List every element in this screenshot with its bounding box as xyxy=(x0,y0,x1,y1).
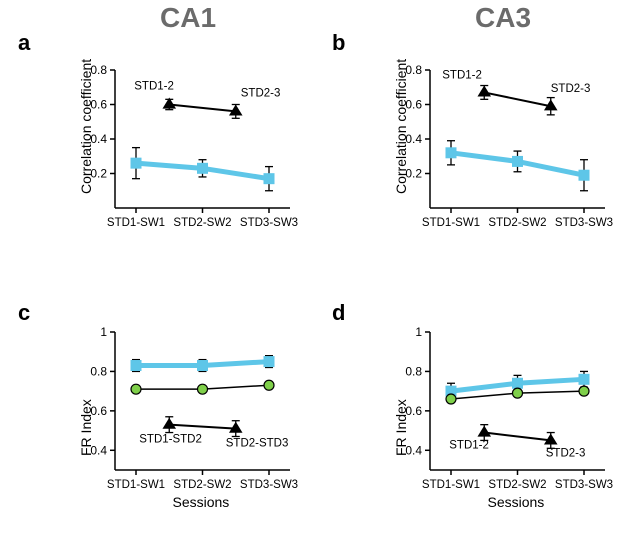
svg-text:STD1-2: STD1-2 xyxy=(134,81,174,93)
xlabel-d: Sessions xyxy=(488,494,545,510)
panel-d: 0.40.60.81STD1-SW1STD2-SW2STD3-SW3STD1-2… xyxy=(385,322,615,512)
svg-text:STD2-3: STD2-3 xyxy=(241,87,281,99)
panel-letter-d: d xyxy=(332,300,345,326)
svg-text:STD1-SW1: STD1-SW1 xyxy=(422,217,480,229)
panel-letter-b: b xyxy=(332,30,345,56)
svg-text:STD3-SW3: STD3-SW3 xyxy=(240,217,298,229)
svg-text:0.8: 0.8 xyxy=(90,364,107,378)
svg-text:STD1-SW1: STD1-SW1 xyxy=(422,479,480,491)
svg-text:STD3-SW3: STD3-SW3 xyxy=(240,479,298,491)
svg-text:STD2-STD3: STD2-STD3 xyxy=(226,438,289,450)
panel-c: 0.40.60.81STD1-SW1STD2-SW2STD3-SW3STD1-S… xyxy=(70,322,300,512)
svg-text:STD1-2: STD1-2 xyxy=(449,440,489,452)
xlabel-c: Sessions xyxy=(173,494,230,510)
svg-text:1: 1 xyxy=(415,325,422,339)
column-title-0: CA1 xyxy=(160,2,216,34)
ylabel-d: FR Index xyxy=(393,399,409,456)
svg-text:STD1-2: STD1-2 xyxy=(442,69,482,81)
panel-a: 0.20.40.60.8STD1-SW1STD2-SW2STD3-SW3STD1… xyxy=(70,60,300,250)
svg-text:1: 1 xyxy=(100,325,107,339)
svg-text:STD1-STD2: STD1-STD2 xyxy=(139,434,202,446)
svg-text:STD2-3: STD2-3 xyxy=(551,83,591,95)
panel-letter-c: c xyxy=(18,300,30,326)
ylabel-b: Correlation coefficient xyxy=(393,59,409,194)
panel-b: 0.20.40.60.8STD1-SW1STD2-SW2STD3-SW3STD1… xyxy=(385,60,615,250)
svg-text:STD2-3: STD2-3 xyxy=(546,447,586,459)
svg-text:STD1-SW1: STD1-SW1 xyxy=(107,479,165,491)
svg-text:0.8: 0.8 xyxy=(405,364,422,378)
svg-text:STD3-SW3: STD3-SW3 xyxy=(555,217,613,229)
svg-text:STD2-SW2: STD2-SW2 xyxy=(488,479,546,491)
svg-text:STD3-SW3: STD3-SW3 xyxy=(555,479,613,491)
figure: CA1CA3abcd0.20.40.60.8STD1-SW1STD2-SW2ST… xyxy=(0,0,640,554)
column-title-1: CA3 xyxy=(475,2,531,34)
panel-letter-a: a xyxy=(18,30,30,56)
svg-text:STD1-SW1: STD1-SW1 xyxy=(107,217,165,229)
svg-text:STD2-SW2: STD2-SW2 xyxy=(488,217,546,229)
ylabel-a: Correlation coefficient xyxy=(78,59,94,194)
svg-text:STD2-SW2: STD2-SW2 xyxy=(173,217,231,229)
ylabel-c: FR Index xyxy=(78,399,94,456)
svg-text:STD2-SW2: STD2-SW2 xyxy=(173,479,231,491)
